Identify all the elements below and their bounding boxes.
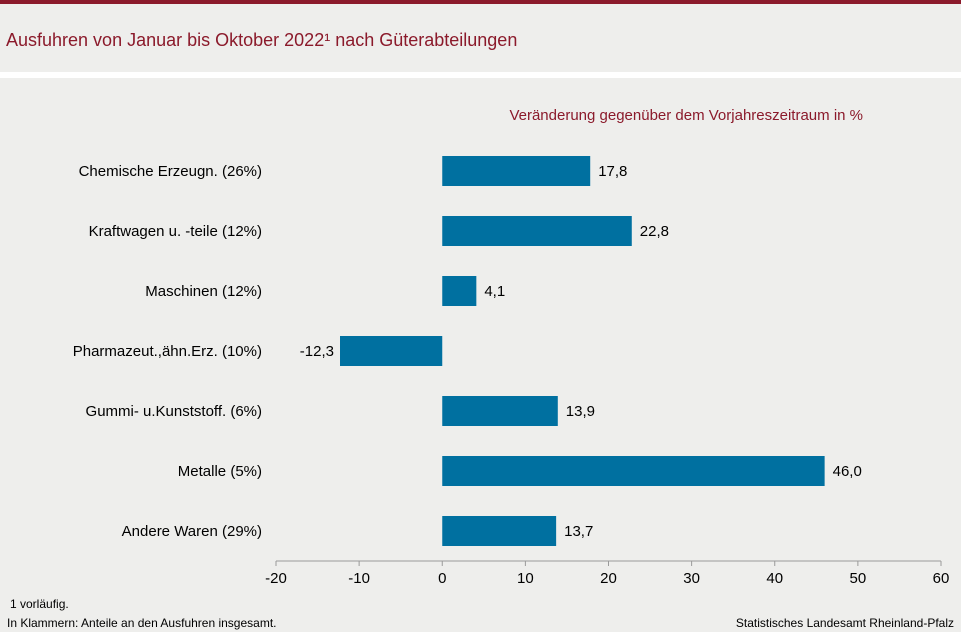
value-label: 17,8	[598, 163, 627, 180]
value-label: 4,1	[484, 283, 505, 300]
value-label: 46,0	[833, 463, 862, 480]
value-label: 22,8	[640, 223, 669, 240]
value-label: -12,3	[300, 343, 334, 360]
bar-chart: Veränderung gegenüber dem Vorjahreszeitr…	[73, 107, 950, 587]
chart-subtitle: Veränderung gegenüber dem Vorjahreszeitr…	[509, 107, 863, 124]
x-tick-label: 60	[933, 570, 950, 587]
bar-6	[442, 516, 557, 546]
category-label: Metalle (5%)	[178, 463, 262, 480]
category-label: Chemische Erzeugn. (26%)	[79, 163, 262, 180]
category-label: Kraftwagen u. -teile (12%)	[89, 223, 262, 240]
x-tick-label: 20	[600, 570, 617, 587]
x-tick-label: 50	[850, 570, 867, 587]
x-tick-label: 40	[766, 570, 783, 587]
value-label: 13,7	[564, 523, 593, 540]
category-label: Andere Waren (29%)	[122, 523, 262, 540]
bar-5	[442, 456, 825, 486]
source-credit: Statistisches Landesamt Rheinland-Pfalz	[735, 616, 954, 630]
x-tick-label: 10	[517, 570, 534, 587]
category-label: Gummi- u.Kunststoff. (6%)	[86, 403, 262, 420]
x-tick-label: -20	[265, 570, 287, 587]
category-label: Pharmazeut.,ähn.Erz. (10%)	[73, 343, 262, 360]
x-tick-label: 0	[438, 570, 446, 587]
bar-3	[340, 336, 443, 366]
bar-1	[442, 216, 632, 246]
footnote-shares: In Klammern: Anteile an den Ausfuhren in…	[7, 616, 277, 630]
chart-title: Ausfuhren von Januar bis Oktober 2022¹ n…	[6, 30, 518, 50]
title-bar: Ausfuhren von Januar bis Oktober 2022¹ n…	[0, 4, 961, 72]
category-label: Maschinen (12%)	[145, 283, 262, 300]
top-accent-rule	[0, 0, 961, 4]
value-label: 13,9	[566, 403, 595, 420]
x-tick-label: 30	[683, 570, 700, 587]
footnote-preliminary: 1 vorläufig.	[10, 597, 69, 611]
bar-4	[442, 396, 558, 426]
plot-area: Veränderung gegenüber dem Vorjahreszeitr…	[0, 78, 961, 632]
bar-0	[442, 156, 591, 186]
bar-2	[442, 276, 477, 306]
x-tick-label: -10	[348, 570, 370, 587]
